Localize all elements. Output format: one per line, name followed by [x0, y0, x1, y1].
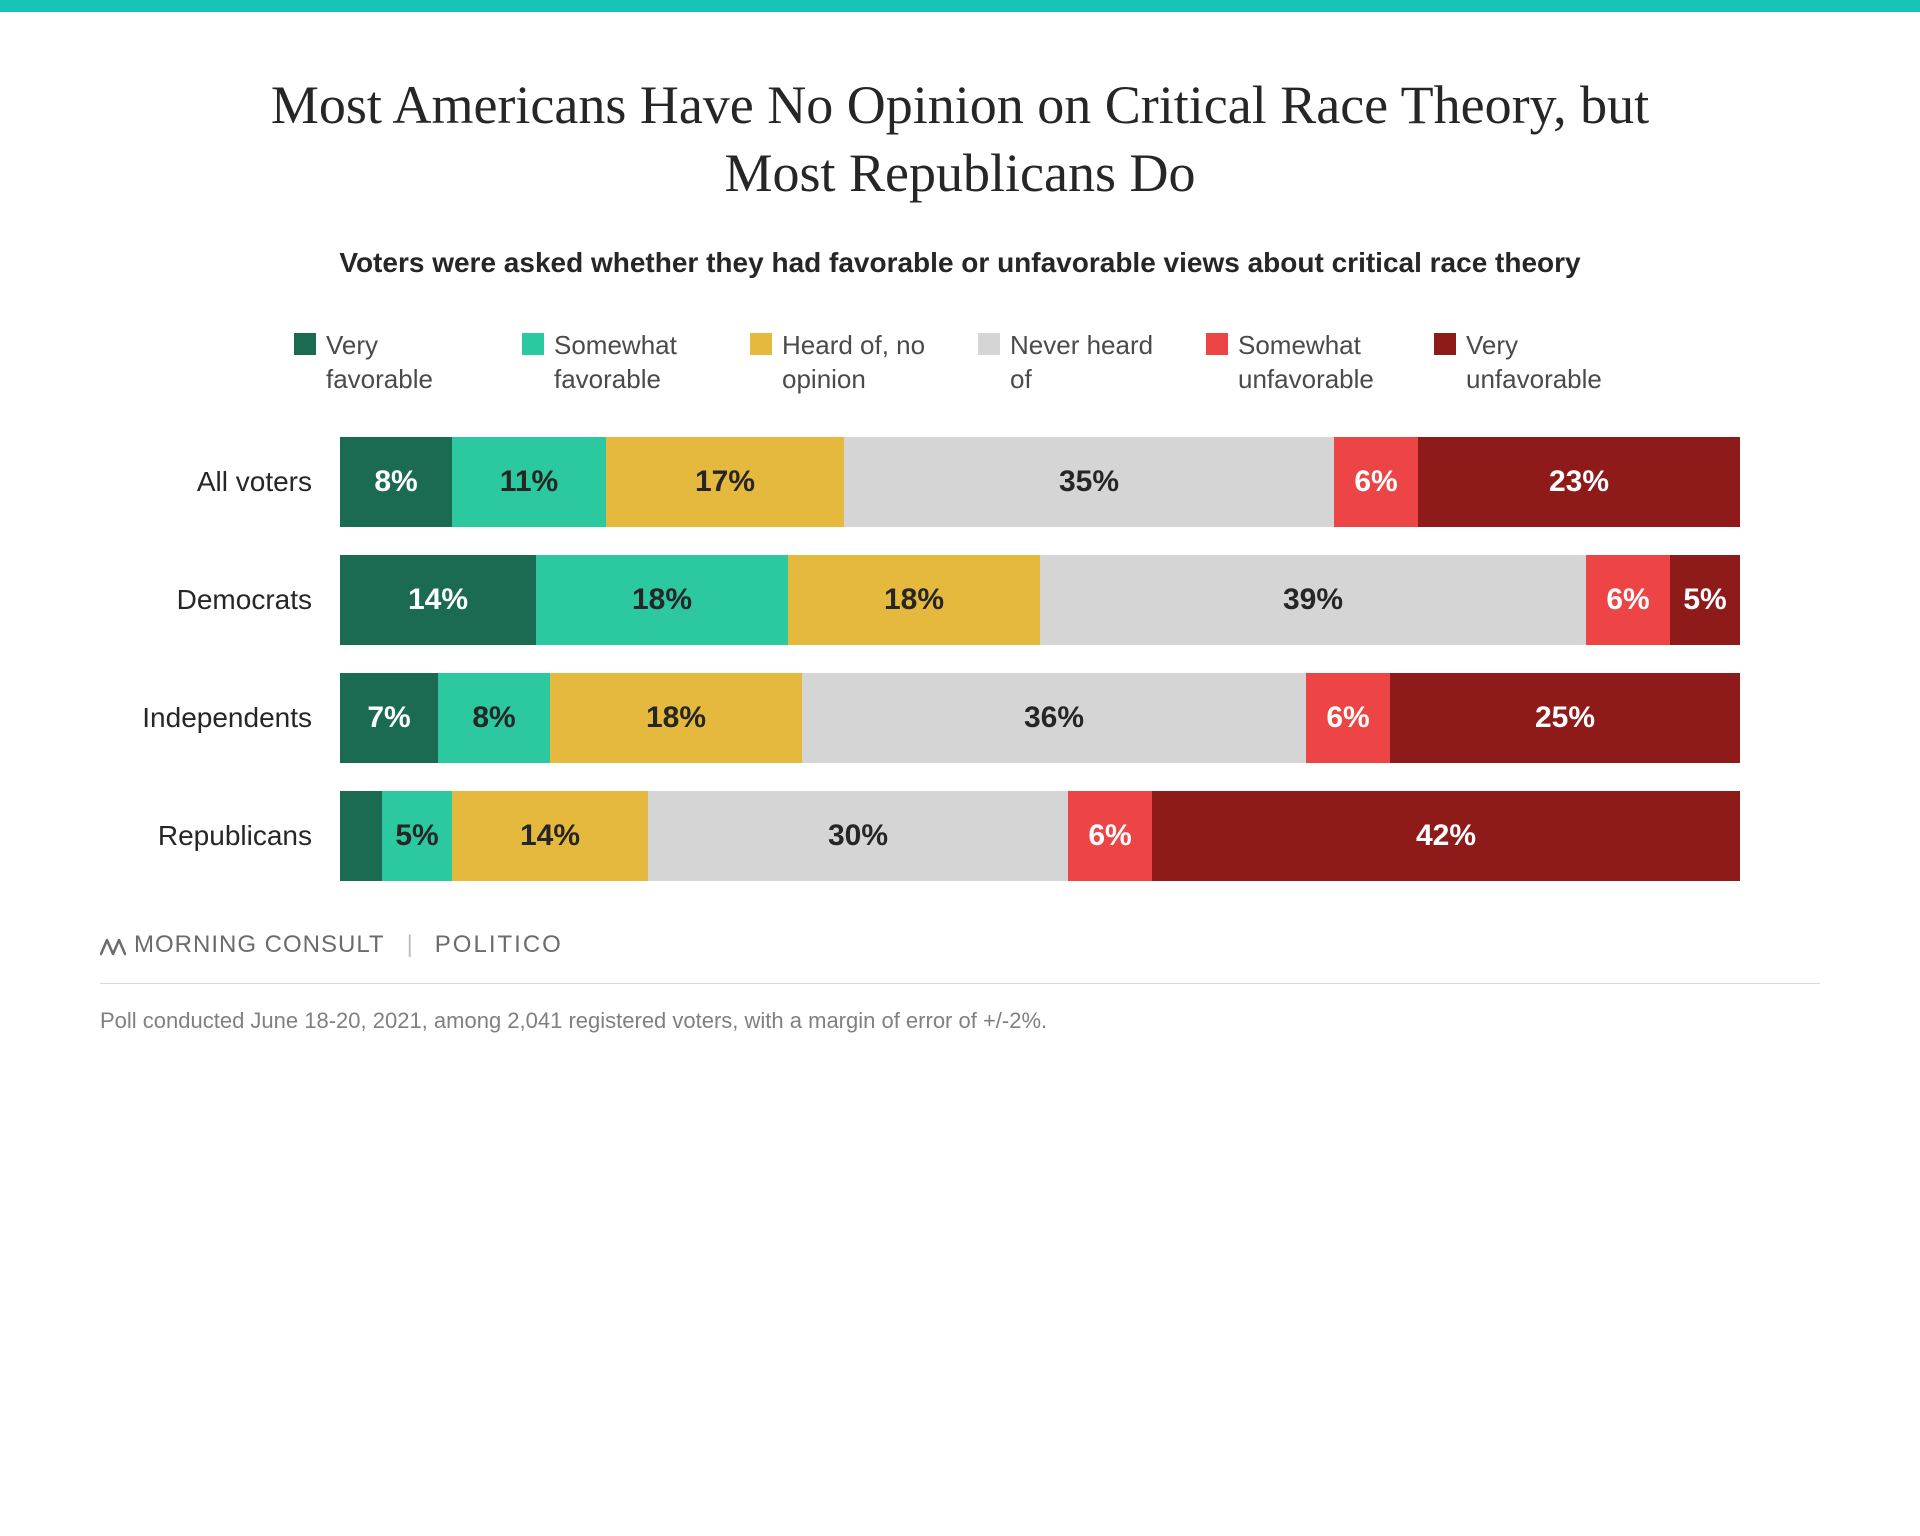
chart-row: Democrats14%18%18%39%6%5% — [100, 555, 1740, 645]
bar-segment: 42% — [1152, 791, 1740, 881]
bar-segment: 14% — [340, 555, 536, 645]
bar-segment: 23% — [1418, 437, 1740, 527]
brand-politico: POLITICO — [435, 931, 563, 959]
legend-swatch — [294, 333, 316, 355]
bar-segment: 6% — [1586, 555, 1670, 645]
legend-label: Never heard of — [1010, 329, 1170, 397]
legend-item: Somewhat favorable — [522, 329, 714, 397]
bar-segment: 5% — [1670, 555, 1740, 645]
chart-row: Independents7%8%18%36%6%25% — [100, 673, 1740, 763]
row-label: Democrats — [100, 584, 340, 616]
legend-label: Heard of, no opinion — [782, 329, 942, 397]
legend-item: Never heard of — [978, 329, 1170, 397]
chart-container: Most Americans Have No Opinion on Critic… — [0, 12, 1920, 1074]
footnote: Poll conducted June 18-20, 2021, among 2… — [100, 1008, 1820, 1034]
legend: Very favorable Somewhat favorable Heard of… — [100, 329, 1820, 397]
bar-segment: 14% — [452, 791, 648, 881]
accent-bar — [0, 0, 1920, 12]
bar-segment — [340, 791, 382, 881]
bar-segment: 8% — [340, 437, 452, 527]
bar-segment: 39% — [1040, 555, 1586, 645]
bar-segment: 6% — [1068, 791, 1152, 881]
bar-segment: 18% — [536, 555, 788, 645]
stacked-bar: 8%11%17%35%6%23% — [340, 437, 1740, 527]
legend-label: Somewhat unfavorable — [1238, 329, 1398, 397]
footer: MORNING CONSULT | POLITICO Poll conducte… — [100, 931, 1820, 1034]
brand-morning-consult: MORNING CONSULT — [100, 931, 385, 959]
morning-consult-icon — [100, 934, 126, 956]
stacked-bar: 7%8%18%36%6%25% — [340, 673, 1740, 763]
bar-segment: 11% — [452, 437, 606, 527]
legend-item: Very unfavorable — [1434, 329, 1626, 397]
bar-segment: 18% — [788, 555, 1040, 645]
branding-row: MORNING CONSULT | POLITICO — [100, 931, 1820, 984]
legend-swatch — [978, 333, 1000, 355]
legend-swatch — [1206, 333, 1228, 355]
chart-row: Republicans5%14%30%6%42% — [100, 791, 1740, 881]
legend-item: Somewhat unfavorable — [1206, 329, 1398, 397]
row-label: All voters — [100, 466, 340, 498]
bar-segment: 6% — [1306, 673, 1390, 763]
bar-segment: 30% — [648, 791, 1068, 881]
bar-segment: 35% — [844, 437, 1334, 527]
stacked-bar: 14%18%18%39%6%5% — [340, 555, 1740, 645]
bar-segment: 36% — [802, 673, 1306, 763]
brand-mc-text: MORNING CONSULT — [134, 931, 385, 959]
legend-swatch — [1434, 333, 1456, 355]
legend-label: Somewhat favorable — [554, 329, 714, 397]
legend-label: Very unfavorable — [1466, 329, 1626, 397]
chart-title: Most Americans Have No Opinion on Critic… — [260, 72, 1660, 207]
row-label: Republicans — [100, 820, 340, 852]
chart-row: All voters8%11%17%35%6%23% — [100, 437, 1740, 527]
row-label: Independents — [100, 702, 340, 734]
bar-segment: 7% — [340, 673, 438, 763]
stacked-bar: 5%14%30%6%42% — [340, 791, 1740, 881]
bar-segment: 25% — [1390, 673, 1740, 763]
chart-subtitle: Voters were asked whether they had favor… — [100, 247, 1820, 279]
bar-segment: 8% — [438, 673, 550, 763]
legend-label: Very favorable — [326, 329, 486, 397]
legend-item: Heard of, no opinion — [750, 329, 942, 397]
brand-separator: | — [407, 931, 413, 959]
stacked-bar-chart: All voters8%11%17%35%6%23%Democrats14%18… — [100, 437, 1740, 881]
legend-swatch — [522, 333, 544, 355]
bar-segment: 17% — [606, 437, 844, 527]
legend-item: Very favorable — [294, 329, 486, 397]
bar-segment: 6% — [1334, 437, 1418, 527]
bar-segment: 5% — [382, 791, 452, 881]
bar-segment: 18% — [550, 673, 802, 763]
legend-swatch — [750, 333, 772, 355]
